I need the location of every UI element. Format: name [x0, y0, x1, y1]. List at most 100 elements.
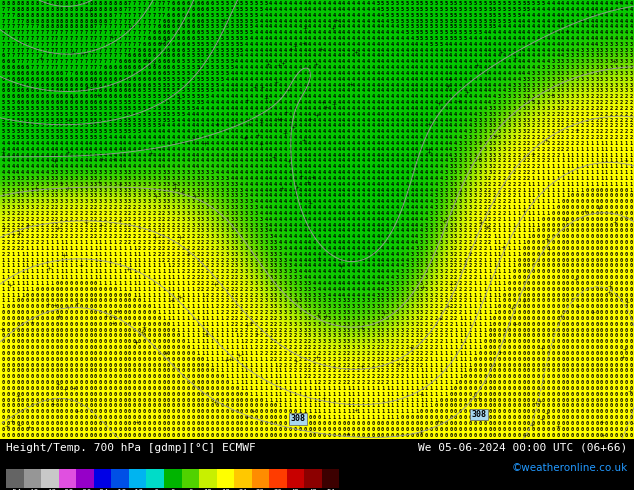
Text: 0: 0	[508, 433, 511, 438]
Text: 0: 0	[230, 392, 233, 397]
Text: 1: 1	[299, 374, 302, 379]
Text: 0: 0	[108, 339, 112, 344]
Text: 1: 1	[221, 316, 224, 321]
Text: 2: 2	[255, 322, 258, 327]
Text: 0: 0	[152, 363, 155, 368]
Text: 4: 4	[406, 228, 408, 233]
Text: 7: 7	[89, 59, 93, 64]
Text: 3: 3	[332, 339, 335, 344]
Text: 4: 4	[479, 106, 482, 111]
Text: 3: 3	[444, 205, 448, 210]
Text: 6: 6	[50, 100, 53, 105]
Text: 4: 4	[342, 287, 346, 292]
Text: 5: 5	[138, 100, 141, 105]
Text: 3: 3	[488, 158, 491, 164]
Text: 4: 4	[279, 30, 282, 35]
Text: 3: 3	[425, 298, 428, 303]
Text: 2: 2	[70, 211, 73, 216]
Text: 5: 5	[21, 135, 24, 140]
Text: 1: 1	[46, 252, 49, 257]
Text: 1: 1	[177, 322, 180, 327]
Text: 6: 6	[211, 1, 214, 6]
Text: 1: 1	[230, 357, 233, 362]
Text: 3: 3	[226, 199, 228, 204]
Text: 5: 5	[479, 1, 482, 6]
Text: 4: 4	[294, 205, 297, 210]
Text: 4: 4	[323, 59, 326, 64]
Text: 3: 3	[376, 322, 379, 327]
Text: 4: 4	[503, 24, 506, 29]
Text: 1: 1	[250, 380, 253, 385]
Text: 4: 4	[216, 112, 219, 117]
Text: 6: 6	[84, 83, 87, 88]
Text: 0: 0	[552, 287, 555, 292]
Text: 3: 3	[430, 252, 433, 257]
Text: 4: 4	[415, 228, 418, 233]
Text: 0: 0	[576, 234, 579, 239]
Text: 4: 4	[347, 264, 350, 269]
Text: 0: 0	[31, 345, 34, 350]
Text: 2: 2	[177, 246, 180, 251]
Text: 1: 1	[6, 281, 10, 286]
Text: 4: 4	[474, 36, 477, 41]
Text: 2: 2	[361, 351, 365, 356]
Text: 0: 0	[522, 380, 526, 385]
Text: 4: 4	[381, 194, 384, 198]
Text: 1: 1	[143, 270, 146, 274]
Text: 0: 0	[561, 287, 564, 292]
Text: 1: 1	[454, 357, 457, 362]
Text: 4: 4	[250, 123, 253, 128]
Text: 4: 4	[624, 1, 628, 6]
Text: 4: 4	[328, 258, 331, 263]
Text: 2: 2	[26, 217, 29, 222]
Text: 8: 8	[70, 13, 73, 18]
Text: 4: 4	[366, 135, 370, 140]
Text: 0: 0	[119, 310, 122, 315]
Text: 4: 4	[328, 188, 331, 193]
Text: 3: 3	[226, 217, 228, 222]
Text: 0: 0	[512, 298, 515, 303]
Text: 4: 4	[303, 59, 306, 64]
Text: 0: 0	[610, 397, 613, 403]
Text: 4: 4	[488, 94, 491, 99]
Text: 2: 2	[420, 328, 423, 333]
Text: 2: 2	[41, 222, 44, 228]
Text: 0: 0	[99, 328, 102, 333]
Text: 0: 0	[94, 380, 97, 385]
Text: 6: 6	[157, 42, 160, 47]
Text: 1: 1	[444, 351, 448, 356]
Text: 2: 2	[65, 234, 68, 239]
Text: 4: 4	[619, 1, 623, 6]
Text: 1: 1	[498, 252, 501, 257]
Text: 3: 3	[230, 205, 233, 210]
Text: 1: 1	[274, 380, 277, 385]
Text: 8: 8	[50, 19, 53, 24]
Text: 3: 3	[479, 164, 482, 169]
Text: 5: 5	[143, 106, 146, 111]
Text: 5: 5	[235, 53, 238, 58]
Text: 4: 4	[197, 141, 199, 146]
Text: 2: 2	[259, 298, 262, 303]
Text: 0: 0	[216, 415, 219, 420]
Text: 4: 4	[430, 89, 433, 94]
Text: 4: 4	[318, 141, 321, 146]
Text: 2: 2	[630, 135, 632, 140]
Text: 3: 3	[581, 53, 584, 58]
Text: 3: 3	[615, 71, 618, 76]
Text: 7: 7	[16, 42, 19, 47]
Text: 0: 0	[561, 304, 564, 309]
Text: 2: 2	[308, 357, 311, 362]
Text: 7: 7	[123, 19, 126, 24]
Text: 7: 7	[36, 24, 39, 29]
Bar	[181, 469, 199, 488]
Text: 3: 3	[474, 164, 477, 169]
Text: 3: 3	[177, 205, 180, 210]
Text: 3: 3	[89, 170, 93, 175]
Text: 4: 4	[571, 36, 574, 41]
Text: 0: 0	[65, 357, 68, 362]
Text: 0: 0	[406, 433, 408, 438]
Text: 1: 1	[46, 275, 49, 280]
Text: 1: 1	[50, 275, 53, 280]
Text: 2: 2	[566, 141, 569, 146]
Text: 0: 0	[571, 403, 574, 408]
